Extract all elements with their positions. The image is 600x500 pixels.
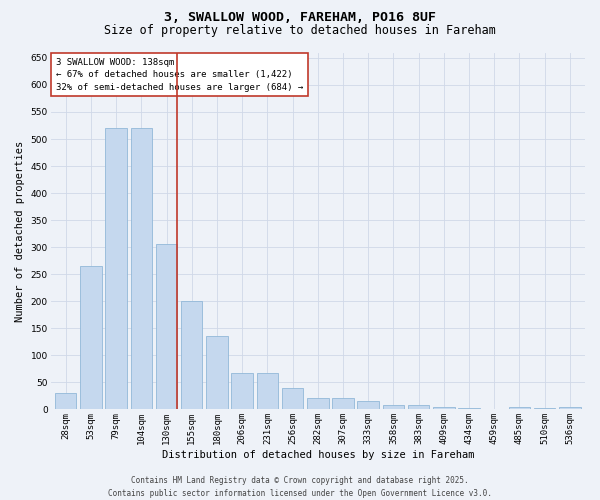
Bar (181, 302, 202, 410)
Bar (509, 406, 530, 410)
Bar (383, 405, 404, 409)
Text: 3, SWALLOW WOOD, FAREHAM, PO16 8UF: 3, SWALLOW WOOD, FAREHAM, PO16 8UF (164, 11, 436, 24)
Text: 3 SWALLOW WOOD: 138sqm
← 67% of detached houses are smaller (1,422)
32% of semi-: 3 SWALLOW WOOD: 138sqm ← 67% of detached… (56, 58, 303, 92)
Bar (433, 406, 455, 410)
Y-axis label: Number of detached properties: Number of detached properties (15, 140, 25, 322)
Bar (408, 405, 430, 409)
Text: Size of property relative to detached houses in Fareham: Size of property relative to detached ho… (104, 24, 496, 37)
Bar (55, 393, 76, 409)
X-axis label: Distribution of detached houses by size in Fareham: Distribution of detached houses by size … (161, 450, 474, 460)
Bar (282, 388, 303, 409)
Bar (156, 244, 177, 410)
Bar (80, 266, 101, 410)
Text: Contains HM Land Registry data © Crown copyright and database right 2025.
Contai: Contains HM Land Registry data © Crown c… (108, 476, 492, 498)
Bar (534, 408, 556, 410)
Bar (358, 402, 379, 409)
Bar (332, 398, 354, 409)
Bar (131, 128, 152, 410)
Bar (559, 406, 581, 410)
Bar (257, 372, 278, 410)
Bar (206, 336, 227, 409)
Bar (307, 398, 329, 409)
Bar (232, 372, 253, 410)
Bar (458, 408, 480, 410)
Bar (106, 128, 127, 410)
